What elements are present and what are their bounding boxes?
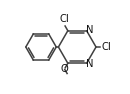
Text: N: N <box>86 25 93 35</box>
Text: O: O <box>60 64 68 74</box>
Text: Cl: Cl <box>59 14 69 24</box>
Text: N: N <box>86 59 93 69</box>
Text: Cl: Cl <box>102 42 111 52</box>
